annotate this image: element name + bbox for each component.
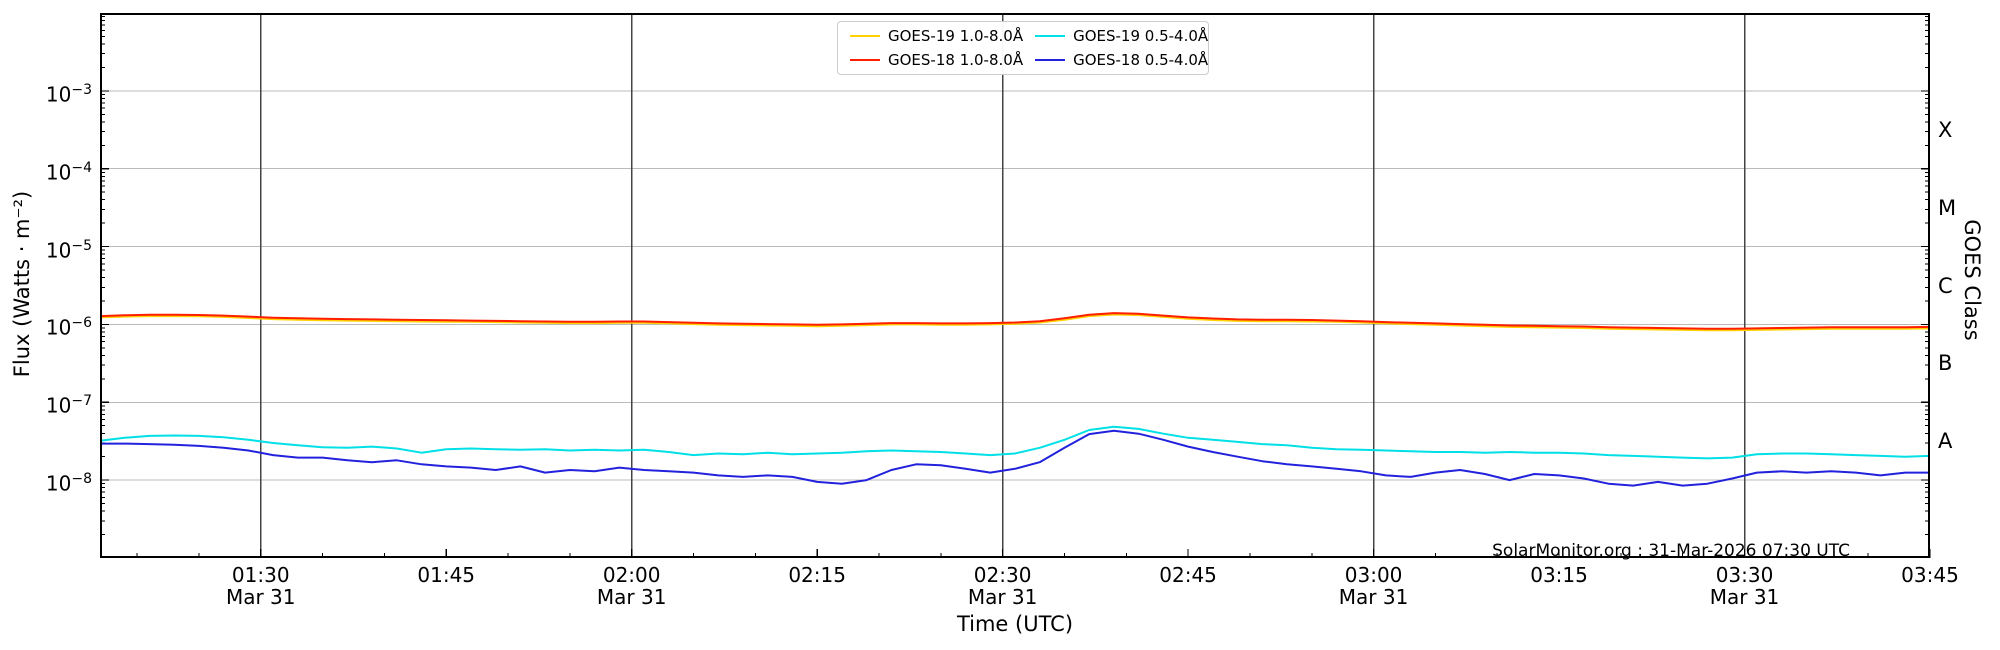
y-tick-label: 10−6 xyxy=(45,315,92,341)
legend-label: GOES-19 0.5-4.0Å xyxy=(1073,27,1209,45)
x-tick-label: 02:00 Mar 31 xyxy=(596,563,667,609)
series-line xyxy=(99,312,1931,330)
legend-label: GOES-18 0.5-4.0Å xyxy=(1073,51,1209,69)
legend-item: GOES-18 0.5-4.0Å xyxy=(1029,51,1214,69)
goes-class-label: C xyxy=(1938,273,1953,298)
y-tick-label: 10−7 xyxy=(45,393,92,418)
x-tick-label: 01:30 Mar 31 xyxy=(225,563,296,609)
series-line xyxy=(100,429,1930,487)
goes-class-label: X xyxy=(1938,117,1953,142)
goes-class-label: A xyxy=(1938,429,1953,454)
y-tick-label: 10−3 xyxy=(45,81,92,107)
x-tick-label: 03:30 Mar 31 xyxy=(1709,563,1780,609)
legend-swatch xyxy=(850,34,880,38)
x-axis-label: Time (UTC) xyxy=(956,612,1074,636)
chart-canvas xyxy=(99,13,1931,558)
x-tick-label: 02:30 Mar 31 xyxy=(967,563,1038,609)
legend-swatch xyxy=(850,58,880,62)
legend-label: GOES-19 1.0-8.0Å xyxy=(888,27,1024,45)
watermark: SolarMonitor.org : 31-Mar-2026 07:30 UTC xyxy=(1492,541,1850,561)
y-tick-label: 10−5 xyxy=(45,237,92,263)
x-tick-label: 01:45 xyxy=(417,563,476,587)
right-axis-label: GOES Class xyxy=(1960,219,1984,341)
x-tick-label: 03:45 xyxy=(1901,563,1959,587)
legend-label: GOES-18 1.0-8.0Å xyxy=(888,51,1024,69)
legend: GOES-19 1.0-8.0Å GOES-18 1.0-8.0Å GOES-19 … xyxy=(837,21,1209,75)
legend-item: GOES-18 1.0-8.0Å xyxy=(844,51,1029,69)
plot-area: SolarMonitor.org : 31-Mar-2026 07:30 UTC xyxy=(99,13,1931,561)
legend-swatch xyxy=(1035,34,1066,38)
goes-class-label: B xyxy=(1938,351,1953,376)
legend-swatch xyxy=(1035,58,1066,62)
y-tick-label: 10−4 xyxy=(45,159,92,185)
series-line xyxy=(99,313,1931,332)
x-tick-label: 03:15 xyxy=(1530,563,1588,587)
x-tick-label: 02:15 xyxy=(788,563,846,587)
goes-class-label: M xyxy=(1938,195,1957,220)
y-tick-label: 10−8 xyxy=(45,471,92,496)
legend-item: GOES-19 1.0-8.0Å xyxy=(844,27,1029,45)
x-tick-label: 02:45 xyxy=(1159,563,1217,587)
series-line xyxy=(99,425,1931,460)
legend-item: GOES-19 0.5-4.0Å xyxy=(1029,27,1214,45)
x-tick-label: 03:00 Mar 31 xyxy=(1338,563,1409,609)
